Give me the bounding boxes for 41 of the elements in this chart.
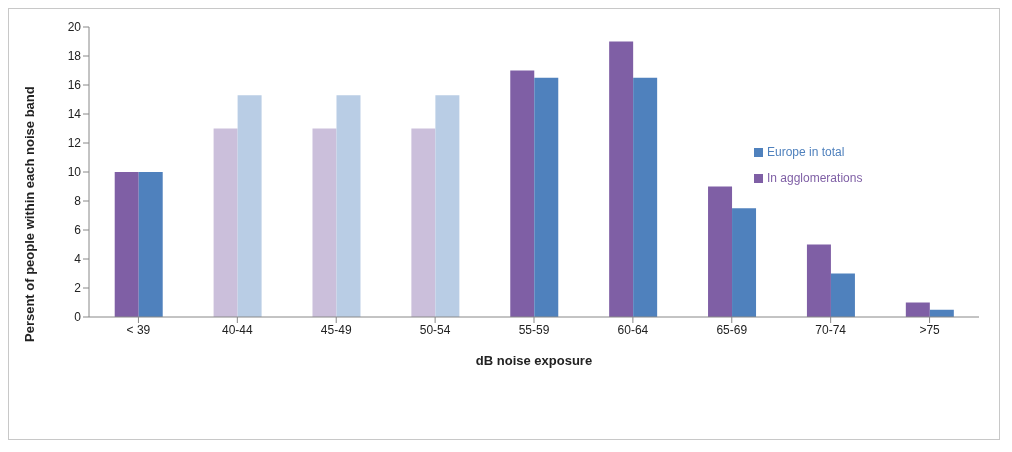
x-axis-title: dB noise exposure	[475, 353, 593, 368]
y-tick-label: 10	[67, 165, 82, 180]
bar	[633, 77, 658, 317]
x-tick-label: 55-59	[518, 322, 550, 337]
x-tick-label: 45-49	[320, 322, 352, 337]
bar	[609, 41, 634, 317]
bar	[732, 208, 757, 317]
y-tick-label: 6	[74, 223, 82, 238]
legend-label: Europe in total	[767, 145, 845, 159]
bar	[237, 95, 262, 317]
x-tick-label: 70-74	[815, 322, 847, 337]
y-tick-label: 2	[74, 281, 82, 296]
legend-label: In agglomerations	[767, 171, 863, 185]
x-tick-label: 40-44	[221, 322, 253, 337]
y-axis-title: Persent of people within each noise band	[21, 86, 37, 342]
bar	[138, 172, 163, 317]
x-tick-label: 50-54	[419, 322, 451, 337]
bar	[510, 70, 535, 317]
y-tick-label: 8	[74, 194, 82, 209]
y-tick-label: 12	[67, 136, 82, 151]
y-tick-label: 0	[74, 310, 82, 325]
bar	[114, 172, 139, 317]
y-tick-label: 4	[74, 252, 82, 267]
bar	[830, 273, 855, 317]
y-tick-label: 14	[67, 107, 82, 122]
bar	[905, 302, 930, 317]
y-tick-label: 18	[67, 49, 82, 64]
y-tick-label: 20	[67, 20, 82, 35]
bar	[806, 244, 831, 317]
x-tick-label: >75	[919, 322, 941, 337]
y-tick-label: 16	[67, 78, 82, 93]
bar	[312, 128, 337, 317]
bar	[411, 128, 436, 317]
x-tick-label: < 39	[126, 322, 151, 337]
x-tick-label: 65-69	[716, 322, 748, 337]
bar	[336, 95, 361, 317]
bar	[213, 128, 238, 317]
bar	[534, 77, 559, 317]
bar	[708, 186, 733, 317]
bar	[435, 95, 460, 317]
x-tick-label: 60-64	[617, 322, 649, 337]
